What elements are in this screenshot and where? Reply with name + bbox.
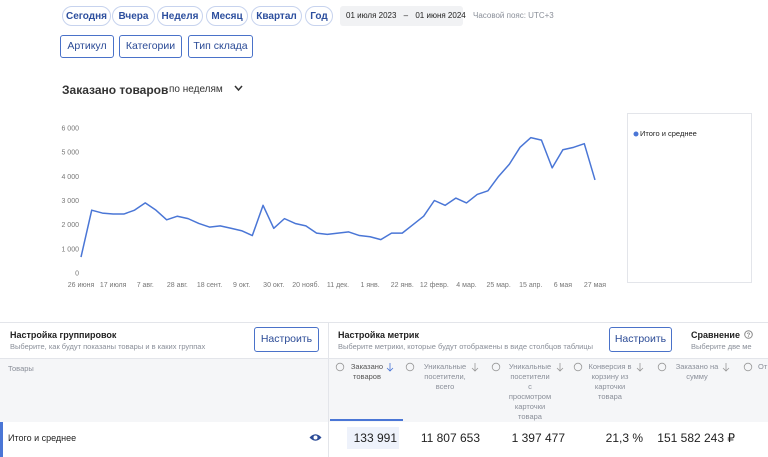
timezone: Часовой пояс: UTC+3 <box>473 11 554 20</box>
divider <box>0 322 768 323</box>
y-tick-label: 1 000 <box>61 246 79 253</box>
column-header[interactable]: От <box>758 362 768 371</box>
divider <box>328 358 329 457</box>
cell-highlight <box>347 427 399 449</box>
x-tick-label: 9 окт. <box>233 282 250 289</box>
comparison-title: Сравнение ? <box>691 330 754 340</box>
metrics-hint: Выберите метрики, которые будут отображе… <box>338 342 594 351</box>
row-marker <box>0 422 3 457</box>
dimension-button[interactable]: Тип склада <box>188 35 253 58</box>
x-tick-label: 22 янв. <box>391 282 414 289</box>
x-tick-label: 7 авг. <box>137 282 154 289</box>
x-tick-label: 1 янв. <box>361 282 380 289</box>
chart: 0 1 000 2 000 3 000 4 000 5 000 6 000 26 июня 17… <box>61 126 606 290</box>
x-tick-label: 12 февр. <box>420 282 449 289</box>
date-separator: – <box>403 11 409 20</box>
x-tick-label: 20 нояб. <box>292 281 319 289</box>
period-button[interactable]: Квартал <box>251 6 302 26</box>
period-select[interactable]: по неделям <box>169 84 243 95</box>
grouping-button[interactable]: Настроить <box>254 327 319 352</box>
column-header: Товары <box>8 364 34 373</box>
x-tick-label: 11 дек. <box>327 282 349 289</box>
period-button[interactable]: Сегодня <box>62 6 111 26</box>
y-tick-label: 4 000 <box>61 174 79 181</box>
metrics-title: Настройка метрик <box>338 330 419 340</box>
comparison-title-text: Сравнение <box>691 330 740 340</box>
help-icon: ? <box>744 330 754 339</box>
chart-title: Заказано товаров <box>62 83 169 97</box>
eye-icon[interactable] <box>309 433 322 442</box>
column-header[interactable]: Заказано на сумму <box>675 362 719 381</box>
column-header[interactable]: Конверсия в корзину из карточки товара <box>588 362 632 401</box>
date-range[interactable]: 01 июля 2023 – 01 июня 2024 <box>340 6 466 26</box>
y-tick-label: 3 000 <box>61 198 79 205</box>
legend-label: Итого и среднее <box>640 129 697 138</box>
legend-marker <box>633 131 639 137</box>
period-button[interactable]: Месяц <box>206 6 248 26</box>
line <box>80 136 596 258</box>
table-cell: 1 397 477 <box>511 431 565 445</box>
date-to: 01 июня 2024 <box>415 11 466 20</box>
y-tick-label: 0 <box>75 271 79 278</box>
grouping-hint: Выберите, как будут показаны товары и в … <box>10 342 206 351</box>
x-tick-label: 6 мая <box>554 282 573 289</box>
svg-text:?: ? <box>747 333 751 339</box>
x-tick-label: 25 мар. <box>486 282 510 289</box>
sort-underline <box>330 419 403 421</box>
column-header[interactable]: Уникальные посетители с просмотром карто… <box>508 362 552 421</box>
table-cell: 21,3 % <box>605 431 643 445</box>
x-tick-label: 18 сент. <box>197 282 222 289</box>
divider <box>328 322 329 358</box>
dimension-button[interactable]: Артикул <box>60 35 114 58</box>
row-label: Итого и среднее <box>8 433 77 443</box>
comparison-hint: Выберите две ме <box>691 342 752 351</box>
x-tick-label: 28 авг. <box>167 282 188 289</box>
legend: Итого и среднее <box>627 113 752 283</box>
metrics-button[interactable]: Настроить <box>609 327 672 352</box>
x-tick-label: 30 окт. <box>263 282 284 289</box>
period-button[interactable]: Вчера <box>112 6 155 26</box>
x-tick-label: 17 июля <box>100 282 127 289</box>
dimension-button[interactable]: Категории <box>119 35 182 58</box>
period-button[interactable]: Год <box>305 6 333 26</box>
date-from: 01 июля 2023 <box>346 11 397 20</box>
x-tick-label: 4 мар. <box>456 282 476 289</box>
header-icons <box>335 362 753 372</box>
table-cell: 11 807 653 <box>420 431 480 445</box>
y-tick-label: 6 000 <box>61 126 79 133</box>
period-button[interactable]: Неделя <box>157 6 203 26</box>
grouping-title: Настройка группировок <box>10 330 117 340</box>
y-tick-label: 2 000 <box>61 222 79 229</box>
period-select-value: по неделям <box>169 84 223 95</box>
x-tick-label: 27 мая <box>584 282 606 289</box>
x-tick-label: 26 июня <box>68 282 95 289</box>
table-cell: 133 991 <box>353 431 397 445</box>
column-header[interactable]: Уникальные посетители, всего <box>423 362 467 391</box>
x-tick-label: 15 апр. <box>519 282 542 289</box>
chevron <box>234 85 243 92</box>
y-tick-label: 5 000 <box>61 150 79 157</box>
table-cell: 151 582 243 ₽ <box>657 431 735 445</box>
column-header[interactable]: Заказано товаров <box>350 362 384 381</box>
